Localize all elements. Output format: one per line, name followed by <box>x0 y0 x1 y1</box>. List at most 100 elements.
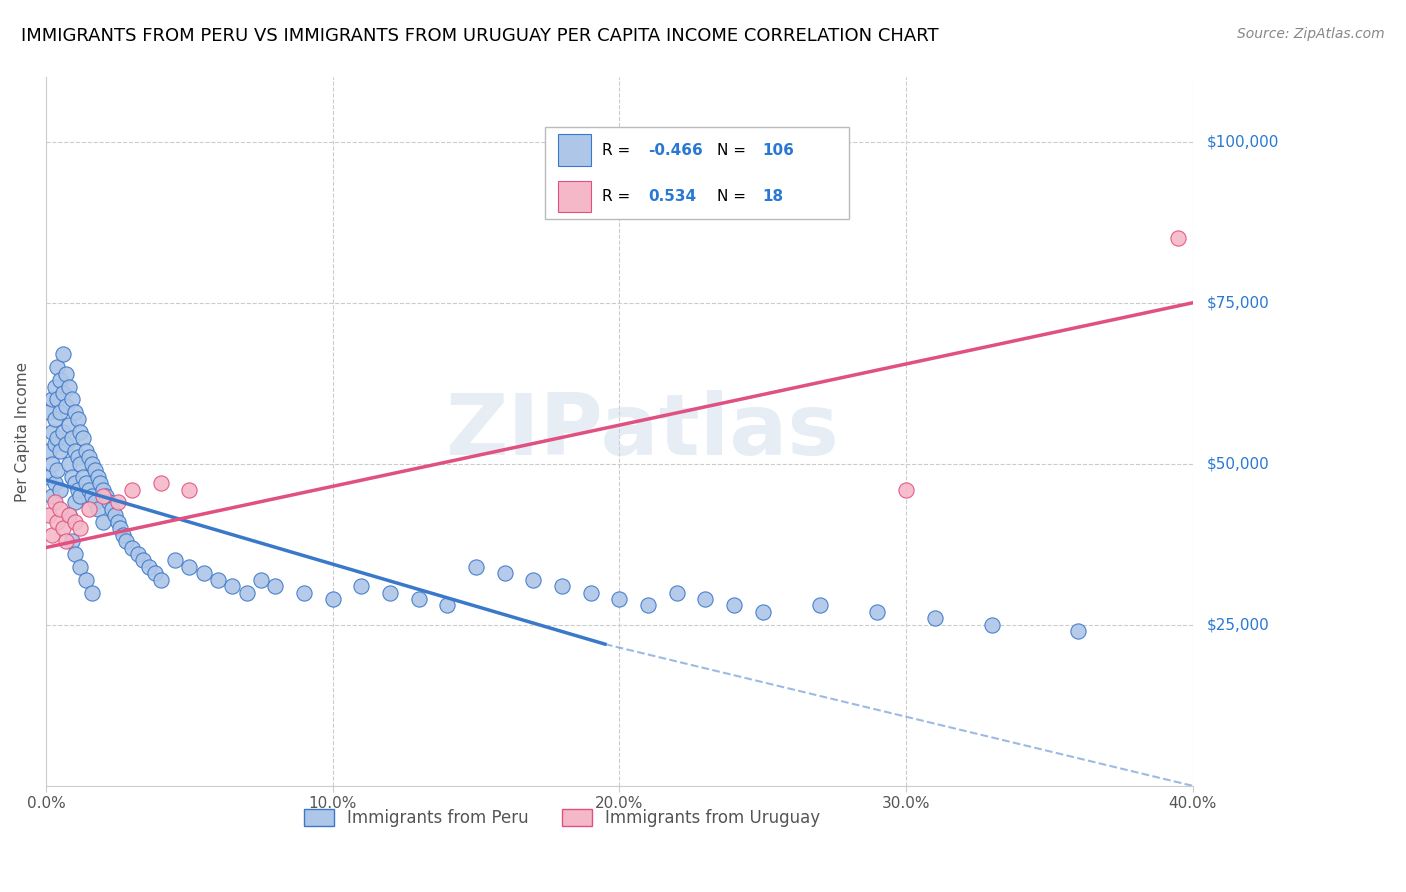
Point <box>55 399 77 413</box>
Point <box>49 405 72 419</box>
Point <box>69 521 91 535</box>
Point <box>1167 231 1189 245</box>
Point <box>41 425 63 439</box>
Text: IMMIGRANTS FROM PERU VS IMMIGRANTS FROM URUGUAY PER CAPITA INCOME CORRELATION CH: IMMIGRANTS FROM PERU VS IMMIGRANTS FROM … <box>21 27 939 45</box>
Point <box>436 599 458 613</box>
Point <box>63 495 86 509</box>
Point <box>408 592 430 607</box>
Point <box>464 559 486 574</box>
Point <box>49 444 72 458</box>
Point <box>72 469 94 483</box>
Point <box>60 534 83 549</box>
Text: $75,000: $75,000 <box>1206 295 1270 310</box>
Point <box>52 347 75 361</box>
Point <box>350 579 373 593</box>
Point <box>866 605 889 619</box>
Legend: Immigrants from Peru, Immigrants from Uruguay: Immigrants from Peru, Immigrants from Ur… <box>297 803 827 834</box>
Point <box>66 483 89 497</box>
Point <box>66 450 89 465</box>
Point <box>77 502 100 516</box>
Y-axis label: Per Capita Income: Per Capita Income <box>15 361 30 501</box>
Point <box>115 534 138 549</box>
Text: $25,000: $25,000 <box>1206 617 1270 632</box>
Point <box>63 547 86 561</box>
Point <box>80 457 103 471</box>
Point <box>69 457 91 471</box>
Point <box>75 444 97 458</box>
Point <box>38 444 60 458</box>
Text: $50,000: $50,000 <box>1206 457 1270 471</box>
Point <box>63 515 86 529</box>
Point <box>107 495 129 509</box>
Point <box>75 573 97 587</box>
Point <box>60 392 83 407</box>
Point <box>69 425 91 439</box>
Text: N =: N = <box>717 188 751 203</box>
Point <box>55 367 77 381</box>
Point <box>665 585 688 599</box>
Point <box>179 483 201 497</box>
Text: Source: ZipAtlas.com: Source: ZipAtlas.com <box>1237 27 1385 41</box>
Point <box>1067 624 1090 639</box>
Point <box>58 418 80 433</box>
Point <box>38 508 60 523</box>
Text: $100,000: $100,000 <box>1206 135 1279 149</box>
Point <box>98 495 121 509</box>
Point <box>52 425 75 439</box>
Point <box>86 469 108 483</box>
FancyBboxPatch shape <box>544 127 849 219</box>
Point <box>69 489 91 503</box>
Point <box>41 489 63 503</box>
Point <box>60 431 83 445</box>
Point <box>58 508 80 523</box>
Point <box>38 469 60 483</box>
Point <box>83 495 105 509</box>
Point <box>104 508 127 523</box>
Point <box>80 489 103 503</box>
Point <box>522 573 544 587</box>
Point <box>44 411 66 425</box>
Point <box>60 469 83 483</box>
Point <box>58 457 80 471</box>
Point <box>46 515 69 529</box>
Point <box>207 573 229 587</box>
Point <box>808 599 831 613</box>
Point <box>551 579 574 593</box>
Point <box>44 437 66 451</box>
Text: 18: 18 <box>762 188 783 203</box>
Point <box>77 450 100 465</box>
Point <box>163 553 186 567</box>
Point <box>143 566 166 581</box>
Point <box>121 541 143 555</box>
Point <box>63 405 86 419</box>
Text: -0.466: -0.466 <box>648 143 703 158</box>
Point <box>49 373 72 387</box>
Point <box>44 379 66 393</box>
Point <box>41 392 63 407</box>
Point <box>72 431 94 445</box>
Point <box>179 559 201 574</box>
Text: ZIPatlas: ZIPatlas <box>446 390 839 473</box>
Point <box>86 502 108 516</box>
Point <box>46 463 69 477</box>
Point <box>138 559 160 574</box>
Point <box>83 463 105 477</box>
Point <box>38 405 60 419</box>
Point <box>149 573 172 587</box>
Point <box>58 508 80 523</box>
Point <box>69 559 91 574</box>
Point <box>91 489 114 503</box>
Text: R =: R = <box>602 143 636 158</box>
Point <box>149 476 172 491</box>
Point <box>44 495 66 509</box>
Point <box>221 579 243 593</box>
Point <box>63 476 86 491</box>
Point <box>46 392 69 407</box>
Point <box>894 483 917 497</box>
Point <box>112 527 135 541</box>
Point <box>637 599 659 613</box>
Point <box>91 515 114 529</box>
Point <box>723 599 745 613</box>
Text: 106: 106 <box>762 143 794 158</box>
Point <box>235 585 257 599</box>
